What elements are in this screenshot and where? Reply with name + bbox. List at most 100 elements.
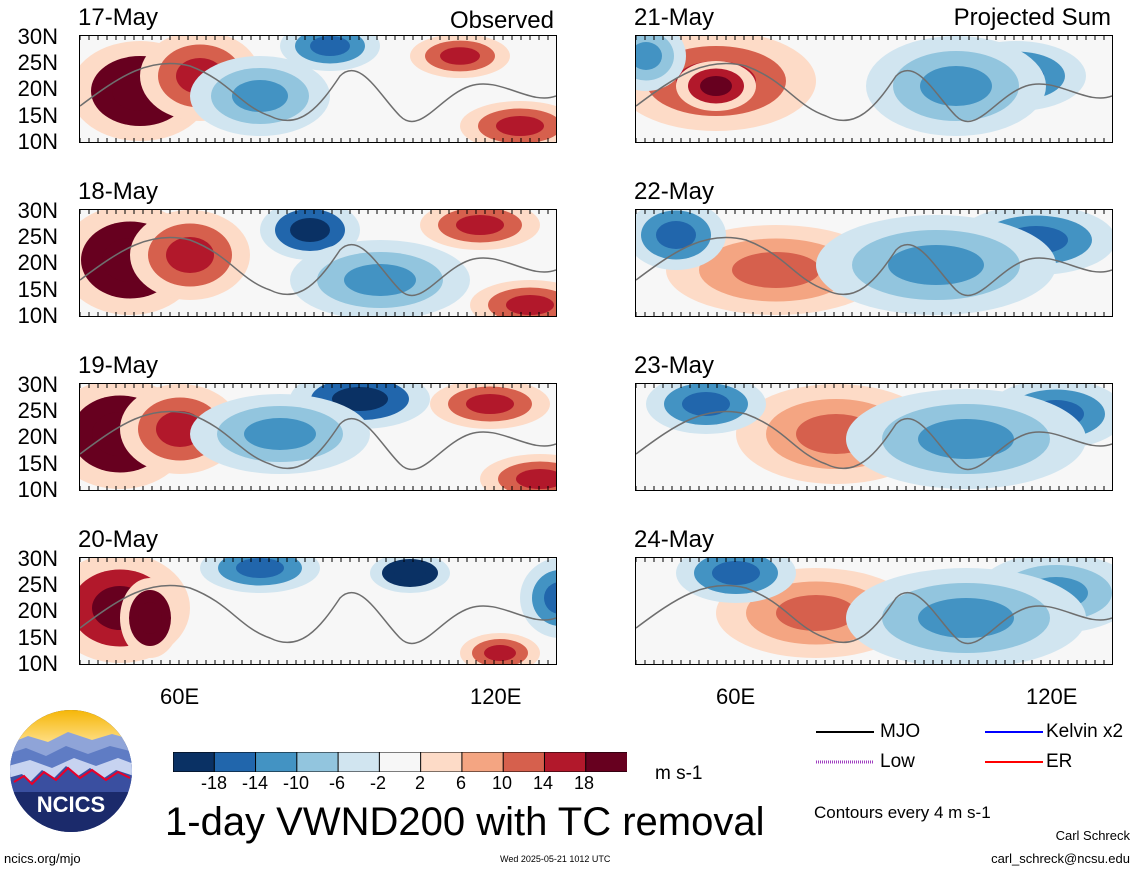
legend-low-line <box>816 752 876 772</box>
wind-anomaly-shading <box>310 36 350 56</box>
ncics-logo-graphic: NCICS <box>10 710 132 832</box>
panel-date: 23-May <box>634 352 715 379</box>
wind-field-map <box>80 210 556 316</box>
coastline <box>80 410 556 471</box>
wind-anomaly-shading <box>394 565 426 581</box>
lat-label: 15N <box>17 625 58 650</box>
lon-label: 120E <box>1026 684 1078 709</box>
lat-label: 15N <box>17 277 58 302</box>
wind-anomaly-shading <box>516 469 556 489</box>
contour-note: Contours every 4 m s-1 <box>814 803 991 822</box>
wind-anomaly-shading <box>332 387 388 411</box>
wind-anomaly-shading <box>506 295 554 315</box>
panel-date: 19-May <box>78 352 159 379</box>
lat-label: 25N <box>17 50 58 75</box>
legend-low-label: Low <box>880 751 915 772</box>
lon-label: 60E <box>160 684 200 709</box>
map-panel-observed-2 <box>79 209 557 317</box>
lat-label: 25N <box>17 224 58 249</box>
wind-anomaly-shading <box>236 558 284 578</box>
coastline <box>80 62 556 123</box>
wind-anomaly-shading <box>918 598 1014 638</box>
wind-anomaly-shading <box>700 76 732 96</box>
colorbar-tick-label: -10 <box>282 773 309 793</box>
colorbar-swatch <box>502 751 546 773</box>
lat-label: 30N <box>17 24 58 49</box>
wind-anomaly-shading <box>166 237 214 273</box>
wind-field-map <box>636 36 1112 142</box>
wind-field-map <box>636 384 1112 490</box>
wind-anomaly-shading <box>456 215 504 235</box>
panel-date: 17-May <box>78 4 159 31</box>
wind-field-map <box>80 36 556 142</box>
coastline <box>636 62 1112 123</box>
timestamp: Wed 2025-05-21 1012 UTC <box>500 854 611 864</box>
panel-date: 22-May <box>634 178 715 205</box>
panel-date: 20-May <box>78 526 159 553</box>
projected-sum-label: Projected Sum <box>953 4 1111 31</box>
lat-label: 15N <box>17 103 58 128</box>
author-name: Carl Schreck <box>1055 828 1130 843</box>
wind-anomaly-shading <box>244 418 316 450</box>
logo-text: NCICS <box>37 792 105 817</box>
wind-anomaly-shading <box>344 264 416 296</box>
wind-anomaly-shading <box>682 392 730 416</box>
map-panel-projected-3 <box>635 383 1113 491</box>
wind-anomaly-shading <box>776 595 856 631</box>
site-url: ncics.org/mjo <box>4 851 81 866</box>
colorbar-swatch <box>543 751 587 773</box>
legend-er-line <box>985 752 1045 772</box>
lat-label: 20N <box>17 76 58 101</box>
legend-mjo-label: MJO <box>880 721 921 742</box>
colorbar-labels: -18 -14 -10 -6 -2 2 6 10 14 18 <box>173 774 627 794</box>
coastline <box>636 236 1112 297</box>
colorbar-tick-label: 14 <box>532 773 554 793</box>
lon-label: 60E <box>716 684 756 709</box>
panel-date: 24-May <box>634 526 715 553</box>
colorbar-swatch <box>378 751 422 773</box>
wind-anomaly-shading <box>484 645 516 661</box>
colorbar-tick-label: 6 <box>455 773 466 793</box>
colorbar <box>172 751 629 773</box>
colorbar-tick-label: 2 <box>414 773 425 793</box>
lat-label: 10N <box>17 477 58 502</box>
main-title: 1-day VWND200 with TC removal <box>165 800 765 844</box>
wind-field-map <box>636 210 1112 316</box>
coastline <box>636 584 1112 645</box>
wind-anomaly-shading <box>918 419 1014 459</box>
map-panel-projected-2 <box>635 209 1113 317</box>
author-email: carl_schreck@ncsu.edu <box>991 851 1130 866</box>
colorbar-swatch <box>337 751 381 773</box>
wind-anomaly-shading <box>232 80 288 112</box>
colorbar-swatch <box>461 751 505 773</box>
wind-anomaly-shading <box>466 394 514 414</box>
colorbar-tick-label: -18 <box>200 773 227 793</box>
wind-anomaly-shading <box>440 47 480 65</box>
map-panel-observed-3 <box>79 383 557 491</box>
wind-anomaly-shading <box>544 582 556 614</box>
lat-label: 30N <box>17 546 58 571</box>
legend-er-label: ER <box>1046 751 1073 772</box>
wind-anomaly-shading <box>138 602 162 634</box>
colorbar-tick-label: 18 <box>573 773 595 793</box>
legend-kelvin-line <box>985 722 1045 742</box>
map-panel-observed-1 <box>79 35 557 143</box>
map-panel-projected-1 <box>635 35 1113 143</box>
wind-anomaly-shading <box>290 218 330 242</box>
lat-label: 10N <box>17 303 58 328</box>
lat-label: 15N <box>17 451 58 476</box>
wind-anomaly-shading <box>732 252 820 288</box>
legend-mjo-line <box>816 722 876 742</box>
wind-anomaly-shading <box>920 66 992 106</box>
map-panel-observed-4 <box>79 557 557 665</box>
colorbar-units: m s-1 <box>655 763 703 784</box>
coastline <box>636 410 1112 471</box>
lat-label: 10N <box>17 129 58 154</box>
map-panel-projected-4 <box>635 557 1113 665</box>
wind-anomaly-shading <box>656 221 696 249</box>
panel-date: 18-May <box>78 178 159 205</box>
colorbar-swatch <box>296 751 340 773</box>
lat-label: 30N <box>17 372 58 397</box>
lat-label: 25N <box>17 572 58 597</box>
coastline <box>80 584 556 645</box>
